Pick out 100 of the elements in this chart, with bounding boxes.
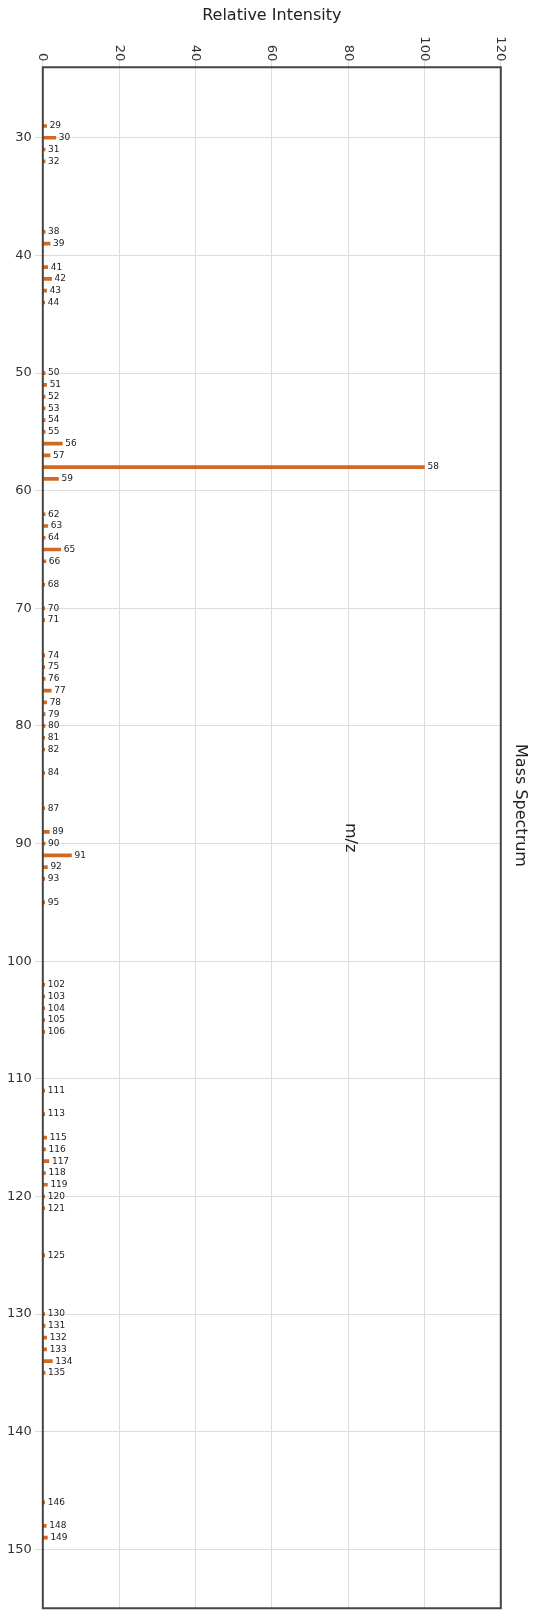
y-tick-label: 150	[6, 1540, 32, 1556]
x-tick-label: 100	[418, 36, 434, 62]
annotation: 29	[49, 120, 62, 131]
bar	[42, 1359, 53, 1363]
annotation: 53	[48, 402, 60, 413]
annotation: 134	[55, 1355, 73, 1366]
bar	[42, 135, 57, 140]
annotation: 58	[427, 461, 440, 472]
annotation: 50	[48, 367, 60, 378]
annotation: 79	[48, 708, 60, 719]
annotation: 56	[65, 437, 77, 448]
annotation: 68	[47, 579, 60, 590]
annotation: 105	[47, 1014, 65, 1025]
bar	[42, 829, 50, 834]
annotation: 119	[50, 1179, 68, 1190]
y-tick-label: 140	[6, 1423, 32, 1439]
annotation: 82	[47, 743, 60, 754]
annotation: 51	[49, 379, 62, 390]
annotation: 95	[47, 896, 60, 907]
annotation: 63	[50, 520, 63, 531]
annotation: 121	[47, 1202, 65, 1213]
y-tick-label: 60	[15, 482, 32, 498]
annotation: 78	[49, 696, 62, 707]
annotation: 87	[47, 802, 60, 813]
annotation: 132	[49, 1331, 67, 1342]
annotation: 103	[47, 990, 65, 1001]
annotation: 106	[47, 1026, 66, 1037]
bar	[42, 465, 425, 469]
annotation: 111	[47, 1084, 65, 1095]
y-tick-label: 90	[15, 834, 32, 850]
x-tick-label: 0	[36, 52, 52, 62]
bar	[42, 1182, 48, 1187]
bar	[42, 865, 48, 869]
annotation: 80	[48, 720, 60, 731]
y-tick-label: 40	[15, 246, 32, 262]
y-tick-label: 30	[15, 129, 32, 145]
y-tick-label: 120	[6, 1187, 32, 1203]
annotation: 149	[50, 1531, 68, 1542]
y-tick-label: 110	[6, 1070, 32, 1086]
text: Mass Spectrum	[512, 744, 532, 867]
bar	[42, 1524, 47, 1528]
annotation: 93	[47, 873, 60, 884]
annotation: 131	[48, 1320, 66, 1331]
annotation: 125	[47, 1249, 65, 1260]
y-tick-label: 80	[15, 717, 32, 733]
x-tick-label: 80	[341, 44, 357, 62]
y-axis-title: m/z	[341, 823, 361, 853]
annotation: 113	[47, 1108, 65, 1119]
annotation: 116	[48, 1143, 66, 1154]
y-tick-label: 100	[6, 952, 32, 968]
annotation: 90	[48, 837, 60, 848]
annotation: 62	[48, 508, 60, 519]
y-tick-label: 70	[15, 599, 32, 615]
annotation: 66	[48, 555, 61, 566]
annotation: 44	[47, 296, 60, 307]
annotation: 30	[58, 132, 71, 143]
annotation: 115	[49, 1132, 67, 1143]
annotation: 118	[48, 1167, 66, 1178]
annotation: 32	[48, 155, 60, 166]
annotation: 104	[47, 1002, 66, 1013]
bar	[42, 477, 59, 481]
annotation: 133	[49, 1343, 67, 1354]
annotation: 57	[53, 449, 65, 460]
annotation: 74	[47, 649, 60, 660]
annotation: 148	[49, 1520, 67, 1531]
annotation: 75	[47, 661, 60, 672]
annotation: 52	[48, 390, 60, 401]
annotation: 76	[48, 673, 60, 684]
annotation: 59	[61, 473, 74, 484]
annotation: 55	[48, 426, 60, 437]
annotation: 81	[47, 732, 60, 743]
annotation: 65	[63, 543, 76, 554]
annotation: 38	[48, 226, 60, 237]
annotation: 70	[47, 602, 60, 613]
annotation: 84	[47, 767, 60, 778]
annotation: 130	[47, 1308, 66, 1319]
y-tick-label: 50	[15, 364, 32, 380]
annotation: 89	[52, 826, 65, 837]
x-axis-title: Relative Intensity	[202, 4, 342, 24]
annotation: 41	[50, 261, 63, 272]
annotation: 91	[74, 849, 86, 860]
annotation: 54	[48, 414, 60, 425]
annotation: 64	[48, 532, 60, 543]
annotation: 92	[50, 861, 62, 872]
annotation: 31	[48, 143, 60, 154]
x-tick-label: 20	[112, 44, 128, 62]
x-tick-label: 120	[494, 36, 510, 62]
annotation: 43	[49, 285, 62, 296]
annotation: 102	[47, 979, 65, 990]
annotation: 135	[48, 1367, 66, 1378]
y-tick-label: 130	[6, 1305, 32, 1321]
annotation: 120	[47, 1190, 66, 1201]
annotation: 71	[47, 614, 60, 625]
annotation: 77	[54, 685, 66, 695]
bar	[42, 277, 52, 281]
annotation: 42	[54, 273, 67, 284]
annotation: 117	[51, 1155, 70, 1166]
x-tick-label: 40	[189, 44, 205, 62]
annotation: 39	[53, 237, 65, 248]
annotation: 146	[47, 1496, 66, 1507]
